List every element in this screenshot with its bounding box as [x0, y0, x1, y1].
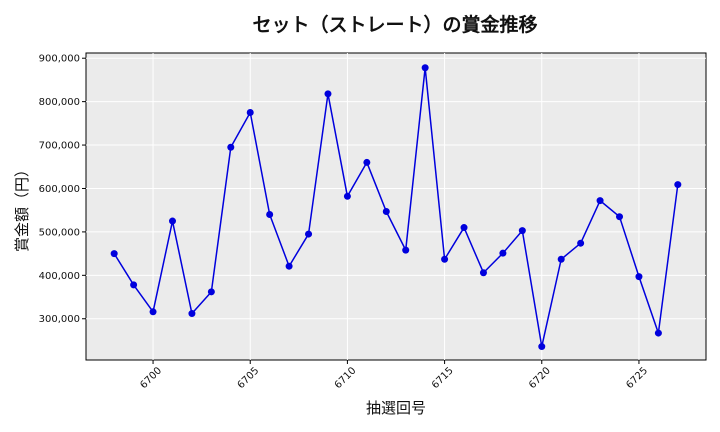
data-point: [577, 239, 585, 247]
y-tick-label: 600,000: [39, 184, 80, 195]
data-point: [557, 255, 565, 263]
x-axis-label: 抽選回号: [366, 399, 426, 417]
y-tick-label: 400,000: [39, 271, 80, 282]
data-point: [596, 197, 604, 205]
data-point: [363, 158, 371, 166]
x-tick-label: 6700: [138, 365, 164, 391]
data-point: [285, 262, 293, 270]
data-point: [479, 269, 487, 277]
x-axis-ticks: 6700 6705 6710 6715 6720 6725: [138, 360, 650, 391]
y-tick-label: 300,000: [39, 314, 80, 325]
data-point: [441, 255, 449, 263]
y-tick-label: 500,000: [39, 227, 80, 238]
data-point: [266, 211, 274, 219]
data-point: [188, 310, 196, 318]
x-tick-label: 6715: [430, 365, 456, 391]
data-point: [110, 250, 118, 258]
x-tick-label: 6710: [333, 365, 359, 391]
series-group: [110, 64, 682, 351]
data-point: [227, 143, 235, 151]
data-point: [654, 329, 662, 337]
data-point: [674, 181, 682, 189]
y-tick-label: 900,000: [39, 54, 80, 65]
data-point: [246, 108, 254, 116]
x-tick-label: 6720: [527, 365, 553, 391]
data-point: [518, 227, 526, 235]
series-line: [113, 67, 679, 348]
plot-area: [85, 52, 707, 361]
data-point: [382, 207, 390, 215]
data-point: [149, 308, 157, 316]
data-point: [616, 213, 624, 221]
y-axis-ticks: 300,000 400,000 500,000 600,000 700,000 800,0…: [39, 54, 86, 325]
data-point: [130, 281, 138, 289]
data-point: [343, 192, 351, 200]
grid-lines: [86, 53, 706, 360]
data-point: [538, 343, 546, 351]
data-point: [168, 217, 176, 225]
data-point: [324, 90, 332, 98]
x-tick-label: 6705: [236, 365, 262, 391]
y-tick-label: 700,000: [39, 141, 80, 152]
y-tick-label: 800,000: [39, 97, 80, 108]
data-point: [635, 273, 643, 281]
data-point: [499, 249, 507, 257]
chart-title: セット（ストレート）の賞金推移: [252, 13, 537, 36]
y-axis-label: 賞金額（円）: [13, 162, 31, 252]
data-point: [207, 288, 215, 296]
data-point: [460, 224, 468, 232]
data-point: [421, 64, 429, 72]
data-point: [305, 230, 313, 238]
x-tick-label: 6725: [624, 365, 650, 391]
data-point: [402, 246, 410, 254]
